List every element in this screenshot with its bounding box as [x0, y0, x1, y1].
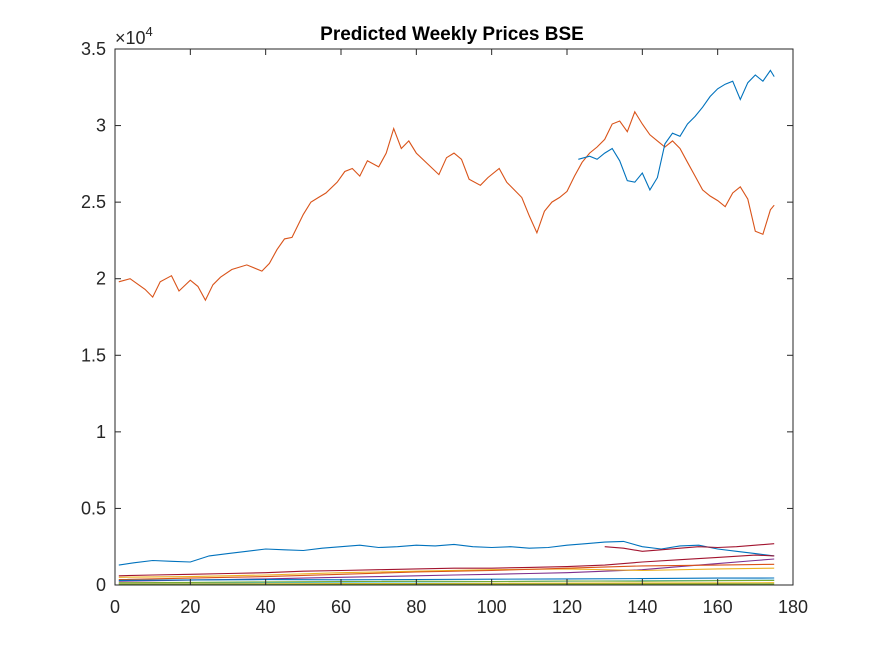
svg-text:×104: ×104 — [115, 24, 153, 48]
series-line-12 — [118, 582, 775, 585]
series-line-13 — [118, 583, 775, 586]
y-tick-label: 3 — [96, 116, 106, 136]
series-line-3 — [118, 540, 775, 566]
x-tick-label: 180 — [778, 597, 808, 617]
y-tick-label: 0.5 — [81, 498, 106, 518]
y-tick-label: 3.5 — [81, 39, 106, 59]
series-line-1 — [118, 110, 775, 302]
y-tick-label: 2.5 — [81, 192, 106, 212]
y-tick-label: 1 — [96, 422, 106, 442]
series-line-6 — [604, 543, 775, 552]
axes-box — [114, 48, 794, 586]
x-tick-label: 120 — [552, 597, 582, 617]
y-tick-label: 2 — [96, 269, 106, 289]
x-tick-label: 40 — [256, 597, 276, 617]
series-line-11 — [118, 577, 775, 581]
exponent-power: 4 — [146, 24, 153, 39]
series-line-7 — [118, 567, 775, 578]
x-tick-label: 0 — [110, 597, 120, 617]
chart-title: Predicted Weekly Prices BSE — [320, 24, 584, 45]
y-tick-label: 0 — [96, 575, 106, 595]
plot-area — [118, 69, 775, 586]
series-line-2 — [578, 69, 775, 192]
exponent-base: ×10 — [115, 28, 146, 48]
x-tick-label: 80 — [406, 597, 426, 617]
x-tick-label: 140 — [627, 597, 657, 617]
x-tick-label: 20 — [180, 597, 200, 617]
axis-ticks: 0 20 40 60 80 100 120 140 160 180 0 0.5 1 1.5 2 2.5 3 3.5 — [81, 39, 808, 617]
x-tick-label: 160 — [703, 597, 733, 617]
y-axis-exponent-label: ×104 — [115, 24, 153, 48]
y-tick-label: 1.5 — [81, 345, 106, 365]
series-line-10 — [118, 579, 775, 584]
series-line-4 — [118, 554, 775, 577]
x-tick-label: 60 — [331, 597, 351, 617]
series-line-8 — [118, 563, 775, 581]
x-tick-label: 100 — [477, 597, 507, 617]
